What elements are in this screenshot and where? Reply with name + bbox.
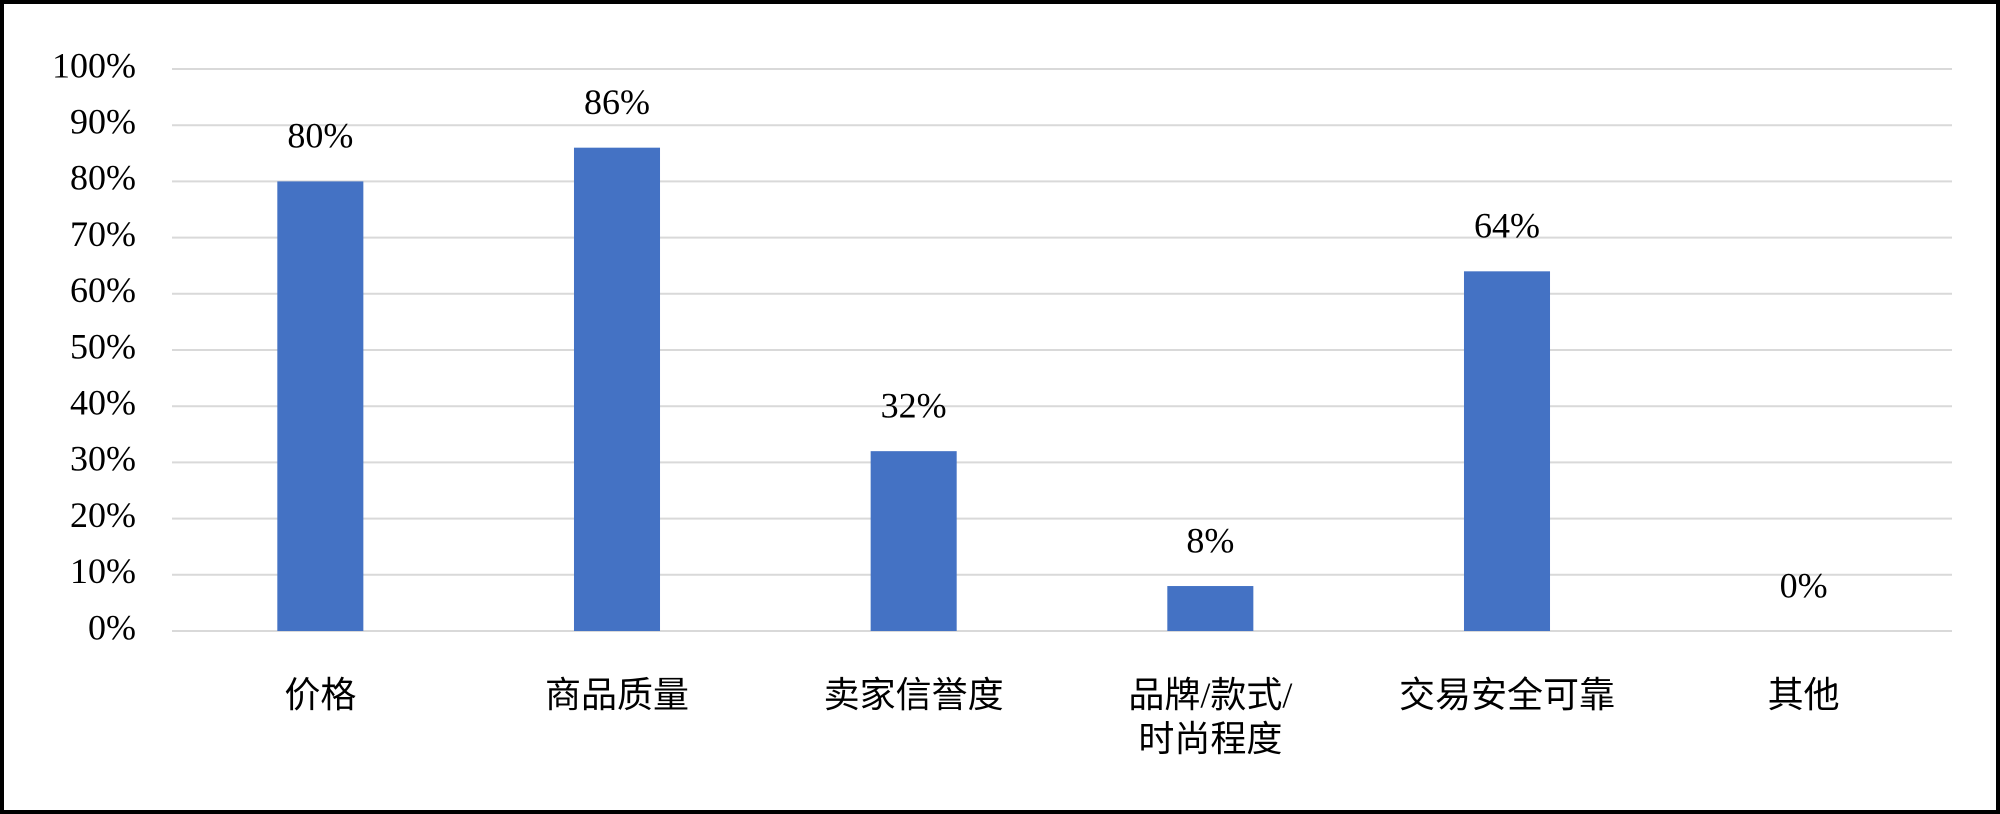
y-tick-label: 60% bbox=[70, 270, 136, 310]
data-label: 8% bbox=[1186, 520, 1234, 560]
y-tick-label: 40% bbox=[70, 382, 136, 422]
bar bbox=[573, 147, 661, 631]
bar bbox=[870, 451, 957, 631]
y-tick-label: 50% bbox=[70, 326, 136, 366]
x-tick-label: 卖家信誉度 bbox=[823, 675, 1004, 715]
y-tick-label: 30% bbox=[70, 439, 136, 479]
data-label: 32% bbox=[881, 385, 947, 425]
data-label: 64% bbox=[1474, 206, 1540, 246]
bar bbox=[277, 181, 364, 631]
y-tick-label: 80% bbox=[70, 158, 136, 198]
bar bbox=[1167, 586, 1254, 631]
x-tick-label: 价格 bbox=[284, 675, 357, 715]
x-tick-label: 其他 bbox=[1767, 675, 1840, 715]
x-tick-label: 品牌/款式/ 时尚程度 bbox=[1128, 675, 1293, 759]
y-tick-label: 90% bbox=[70, 101, 136, 141]
y-tick-label: 10% bbox=[70, 551, 136, 591]
data-label: 86% bbox=[584, 82, 650, 122]
y-tick-label: 20% bbox=[70, 495, 136, 535]
data-label: 0% bbox=[1780, 565, 1828, 605]
y-tick-label: 0% bbox=[88, 607, 136, 647]
y-tick-label: 70% bbox=[70, 214, 136, 254]
data-label: 80% bbox=[287, 116, 353, 156]
y-tick-label: 100% bbox=[52, 45, 136, 85]
bar bbox=[1463, 271, 1551, 631]
x-tick-label: 交易安全可靠 bbox=[1398, 675, 1616, 715]
x-tick-label: 商品质量 bbox=[544, 675, 690, 715]
